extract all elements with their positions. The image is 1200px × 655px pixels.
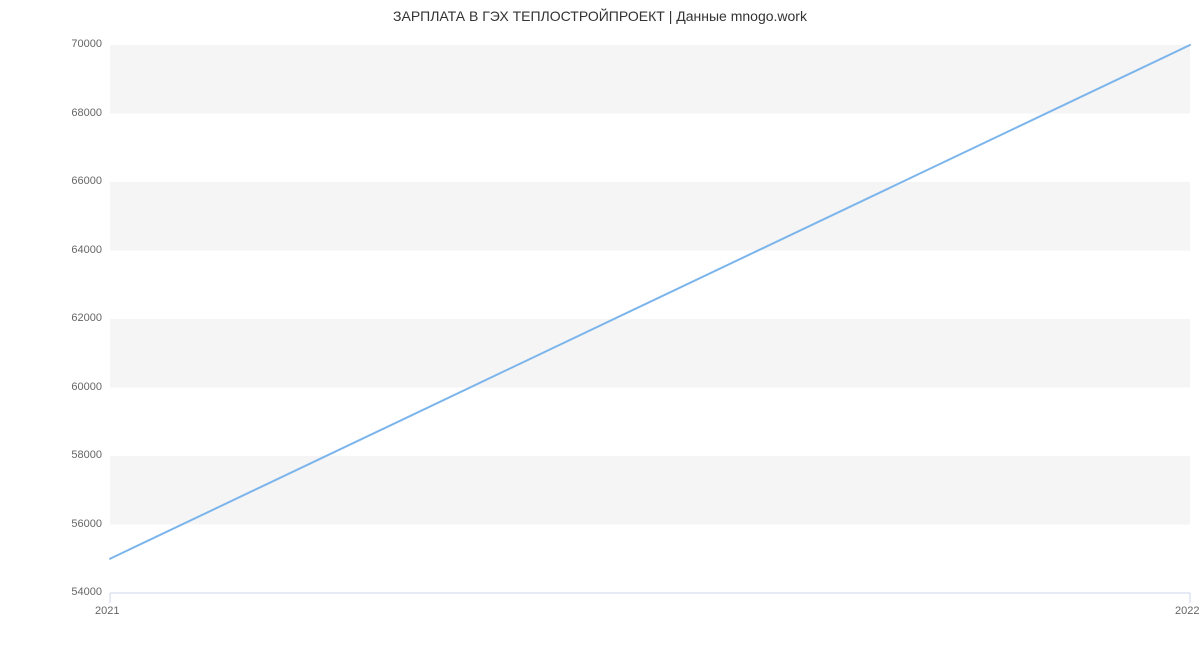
y-tick-label: 66000 — [71, 175, 102, 187]
y-tick-label: 68000 — [71, 107, 102, 119]
plot-band — [110, 388, 1190, 457]
plot-band — [110, 45, 1190, 114]
y-tick-label: 64000 — [71, 244, 102, 256]
y-tick-label: 58000 — [71, 449, 102, 461]
y-tick-label: 56000 — [71, 518, 102, 530]
plot-band — [110, 525, 1190, 594]
plot-band — [110, 182, 1190, 251]
plot-band — [110, 251, 1190, 320]
y-tick-label: 70000 — [71, 38, 102, 50]
y-tick-label: 60000 — [71, 381, 102, 393]
y-tick-label: 62000 — [71, 312, 102, 324]
x-tick-label: 2022 — [1175, 605, 1199, 617]
plot-band — [110, 114, 1190, 183]
plot-band — [110, 319, 1190, 388]
chart-title: ЗАРПЛАТА В ГЭХ ТЕПЛОСТРОЙПРОЕКТ | Данные… — [0, 8, 1200, 24]
plot-band — [110, 456, 1190, 525]
y-tick-label: 54000 — [71, 586, 102, 598]
x-tick-label: 2021 — [95, 605, 119, 617]
chart-svg — [0, 0, 1200, 650]
chart-container: ЗАРПЛАТА В ГЭХ ТЕПЛОСТРОЙПРОЕКТ | Данные… — [0, 0, 1200, 650]
